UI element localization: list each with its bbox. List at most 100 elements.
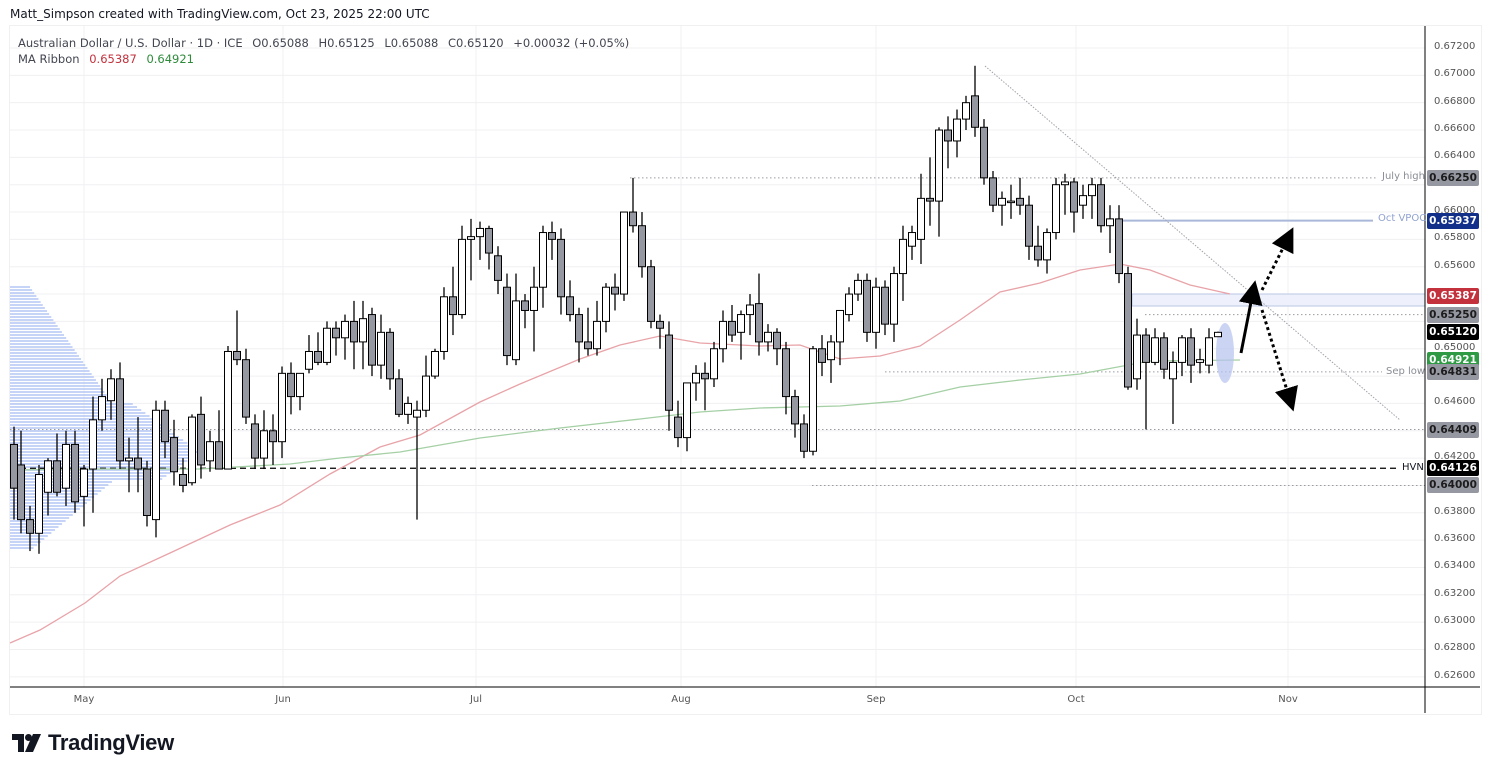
candle[interactable]	[1106, 218, 1114, 227]
candle[interactable]	[989, 177, 997, 206]
candle[interactable]	[89, 419, 97, 470]
candle[interactable]	[80, 468, 88, 497]
candle[interactable]	[260, 430, 268, 459]
candle[interactable]	[548, 232, 556, 240]
candle[interactable]	[836, 309, 844, 343]
highlight-ellipse[interactable]	[1216, 323, 1234, 383]
candle[interactable]	[143, 468, 151, 517]
candle[interactable]	[557, 238, 565, 298]
candle[interactable]	[431, 350, 439, 377]
candle[interactable]	[269, 430, 277, 443]
candle[interactable]	[422, 375, 430, 411]
trendline[interactable]	[984, 65, 1401, 421]
candle[interactable]	[449, 296, 457, 316]
candle[interactable]	[701, 372, 709, 380]
candle[interactable]	[1043, 232, 1051, 261]
candle[interactable]	[1016, 197, 1024, 206]
candle[interactable]	[179, 474, 187, 486]
candle[interactable]	[1088, 184, 1096, 197]
candle[interactable]	[404, 402, 412, 415]
candle[interactable]	[413, 409, 421, 418]
candle[interactable]	[494, 255, 502, 281]
candle[interactable]	[809, 348, 817, 452]
candle[interactable]	[827, 341, 835, 361]
candle[interactable]	[314, 350, 322, 363]
candle[interactable]	[620, 211, 628, 295]
scenario-arrow-dotted[interactable]	[1260, 309, 1298, 412]
candle[interactable]	[530, 286, 538, 311]
candle[interactable]	[35, 474, 43, 534]
candle[interactable]	[1070, 181, 1078, 213]
candle[interactable]	[323, 327, 331, 363]
candle[interactable]	[251, 423, 259, 459]
candle[interactable]	[161, 409, 169, 443]
candle[interactable]	[107, 378, 115, 402]
candle[interactable]	[1214, 331, 1222, 338]
candle[interactable]	[737, 314, 745, 333]
candle[interactable]	[980, 126, 988, 179]
candle[interactable]	[116, 378, 124, 462]
scenario-arrow[interactable]	[1238, 280, 1263, 354]
candle[interactable]	[170, 437, 178, 473]
candle[interactable]	[575, 314, 583, 343]
candle[interactable]	[1169, 361, 1177, 380]
candle[interactable]	[458, 238, 466, 316]
candle[interactable]	[629, 211, 637, 227]
candle[interactable]	[962, 102, 970, 120]
candle[interactable]	[647, 266, 655, 322]
candle[interactable]	[1034, 245, 1042, 261]
candle[interactable]	[305, 350, 313, 370]
candle[interactable]	[1151, 337, 1159, 363]
candle[interactable]	[296, 372, 304, 398]
candle[interactable]	[98, 396, 106, 421]
candle[interactable]	[521, 300, 529, 311]
candle[interactable]	[854, 279, 862, 295]
candle[interactable]	[944, 129, 952, 142]
candle[interactable]	[359, 318, 367, 343]
chart-frame[interactable]	[9, 25, 1482, 715]
candle[interactable]	[1178, 337, 1186, 363]
candle[interactable]	[1079, 195, 1087, 206]
ma-slow-line[interactable]	[9, 359, 1241, 471]
candle[interactable]	[692, 372, 700, 384]
candle[interactable]	[1205, 337, 1213, 366]
candle[interactable]	[602, 286, 610, 322]
candle[interactable]	[1052, 184, 1060, 234]
candle[interactable]	[845, 293, 853, 316]
candle[interactable]	[1025, 204, 1033, 247]
candle[interactable]	[242, 359, 250, 418]
candle[interactable]	[998, 197, 1006, 206]
candle[interactable]	[278, 372, 286, 443]
candle[interactable]	[782, 348, 790, 398]
candle[interactable]	[593, 320, 601, 350]
candle[interactable]	[476, 227, 484, 238]
candle[interactable]	[467, 236, 475, 240]
candle[interactable]	[584, 341, 592, 350]
candle[interactable]	[611, 286, 619, 295]
candle[interactable]	[818, 348, 826, 363]
candle[interactable]	[890, 273, 898, 325]
candle[interactable]	[773, 331, 781, 350]
candle[interactable]	[863, 279, 871, 333]
symbol-title[interactable]: Australian Dollar / U.S. Dollar · 1D · I…	[18, 36, 243, 50]
candle[interactable]	[350, 320, 358, 343]
candle[interactable]	[1061, 181, 1069, 186]
candle[interactable]	[935, 129, 943, 202]
candle[interactable]	[17, 464, 25, 521]
symbol-legend-row[interactable]: Australian Dollar / U.S. Dollar · 1D · I…	[18, 35, 629, 51]
candle[interactable]	[1133, 334, 1141, 380]
candle[interactable]	[953, 118, 961, 142]
candle[interactable]	[926, 197, 934, 202]
candle[interactable]	[899, 238, 907, 275]
candle[interactable]	[377, 331, 385, 366]
candle[interactable]	[44, 460, 52, 493]
candle[interactable]	[719, 320, 727, 350]
candle[interactable]	[26, 519, 34, 534]
candle[interactable]	[728, 320, 736, 336]
candle[interactable]	[10, 443, 18, 489]
candle[interactable]	[440, 296, 448, 352]
candle[interactable]	[755, 303, 763, 343]
candle[interactable]	[1115, 218, 1123, 275]
candle[interactable]	[53, 460, 61, 493]
candle[interactable]	[341, 320, 349, 339]
